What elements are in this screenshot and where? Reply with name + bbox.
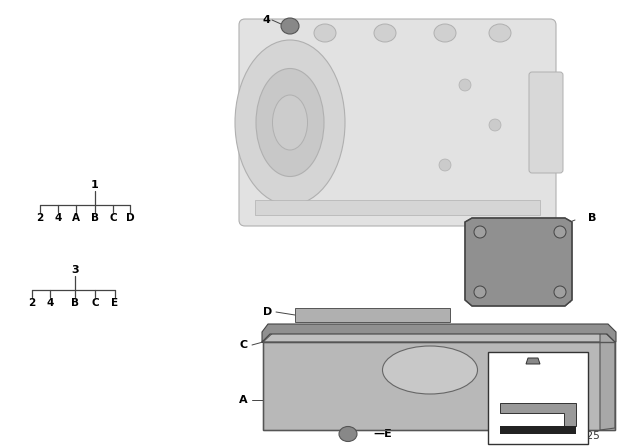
Circle shape <box>459 79 471 91</box>
Bar <box>263 342 615 430</box>
Text: 2: 2 <box>28 298 36 308</box>
Text: 2: 2 <box>527 400 533 410</box>
Text: 2: 2 <box>496 356 504 366</box>
Text: 1: 1 <box>91 180 99 190</box>
Circle shape <box>474 286 486 298</box>
Polygon shape <box>465 218 572 306</box>
Ellipse shape <box>235 40 345 205</box>
Text: B: B <box>91 213 99 223</box>
Text: —E: —E <box>373 429 392 439</box>
Polygon shape <box>500 403 576 426</box>
Text: A: A <box>72 213 80 223</box>
Circle shape <box>554 286 566 298</box>
Ellipse shape <box>256 69 324 177</box>
Text: 3: 3 <box>71 265 79 275</box>
Text: C: C <box>109 213 117 223</box>
Ellipse shape <box>374 24 396 42</box>
Ellipse shape <box>314 24 336 42</box>
Text: 2: 2 <box>36 213 44 223</box>
Ellipse shape <box>273 95 307 150</box>
Ellipse shape <box>281 18 299 34</box>
Text: 4: 4 <box>262 15 270 25</box>
Circle shape <box>554 226 566 238</box>
Circle shape <box>489 119 501 131</box>
Bar <box>255 200 540 215</box>
Text: 4: 4 <box>54 213 61 223</box>
Ellipse shape <box>339 426 357 441</box>
Text: B: B <box>71 298 79 308</box>
Bar <box>295 308 450 322</box>
Text: C: C <box>91 298 99 308</box>
Text: 429725: 429725 <box>560 431 600 441</box>
Circle shape <box>439 159 451 171</box>
Ellipse shape <box>383 346 477 394</box>
Polygon shape <box>262 324 616 342</box>
Text: C: C <box>240 340 248 350</box>
Circle shape <box>516 391 544 419</box>
Polygon shape <box>600 328 615 430</box>
Ellipse shape <box>489 24 511 42</box>
Text: D: D <box>263 307 272 317</box>
FancyBboxPatch shape <box>239 19 556 226</box>
Text: B: B <box>588 213 596 223</box>
Bar <box>488 352 588 444</box>
Bar <box>263 342 615 430</box>
Polygon shape <box>263 328 615 342</box>
Ellipse shape <box>434 24 456 42</box>
Text: A: A <box>239 395 248 405</box>
Polygon shape <box>500 426 576 434</box>
FancyBboxPatch shape <box>529 72 563 173</box>
Polygon shape <box>526 358 540 364</box>
Text: D: D <box>125 213 134 223</box>
Circle shape <box>474 226 486 238</box>
Text: E: E <box>111 298 118 308</box>
Text: 4: 4 <box>46 298 54 308</box>
